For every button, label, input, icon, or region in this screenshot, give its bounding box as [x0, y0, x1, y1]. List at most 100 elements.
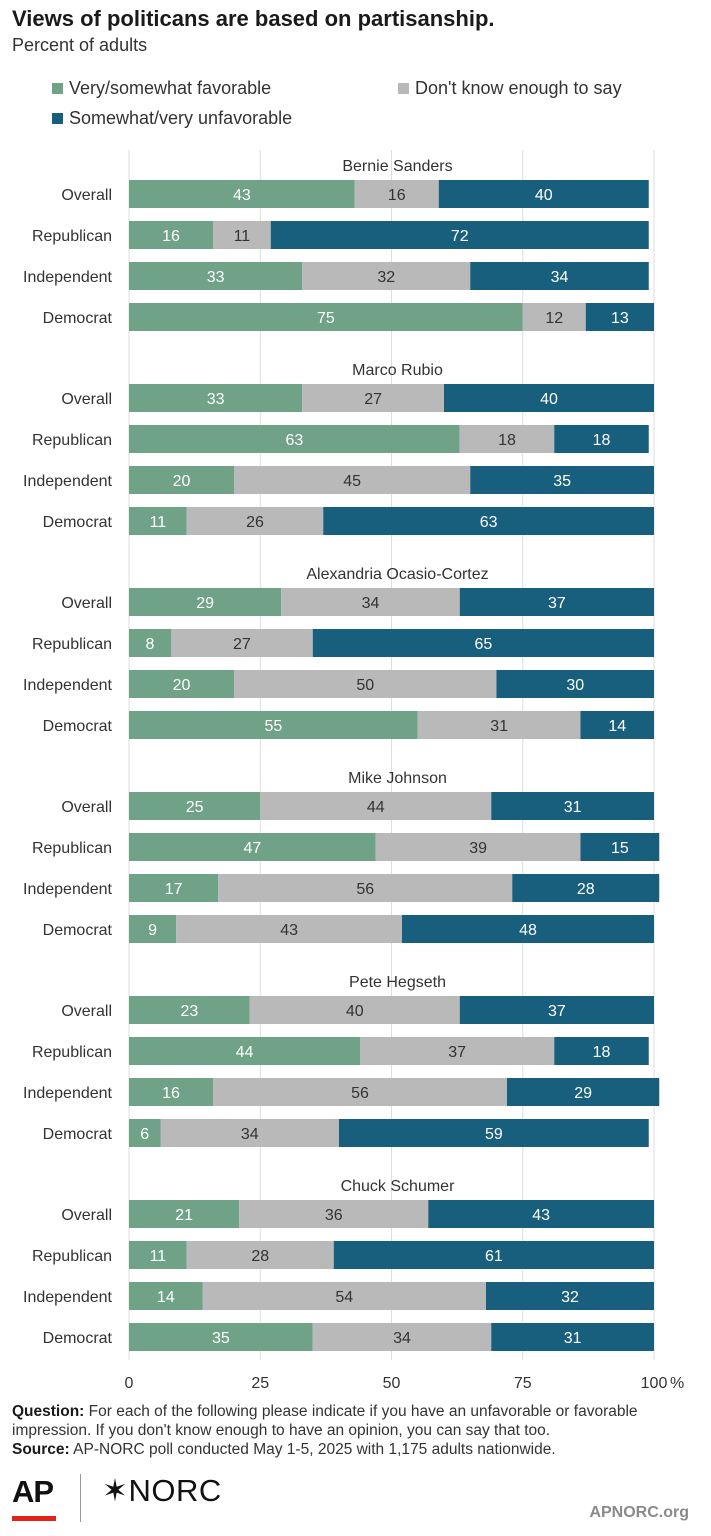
bar-segment	[491, 1323, 654, 1351]
bar-segment	[202, 1282, 486, 1310]
bar-segment	[507, 1078, 660, 1106]
bar-segment	[444, 384, 654, 412]
bar-segment	[129, 629, 171, 657]
row-label: Democrat	[43, 718, 113, 735]
bar-segment	[234, 466, 471, 494]
bar-segment	[129, 915, 177, 943]
bar-segment	[585, 303, 654, 331]
bar-segment	[129, 1282, 203, 1310]
legend-dont-know: Don't know enough to say	[398, 78, 622, 99]
data-label: 34	[241, 1126, 259, 1143]
source-text: AP-NORC poll conducted May 1-5, 2025 wit…	[73, 1441, 556, 1458]
bar-segment	[302, 384, 444, 412]
data-label: 27	[364, 391, 382, 408]
bar-segment	[129, 874, 219, 902]
ap-logo-bar	[12, 1516, 56, 1521]
chart-subtitle: Percent of adults	[12, 35, 148, 55]
data-label: 32	[377, 269, 395, 286]
bar-segment	[129, 466, 234, 494]
data-label: 13	[611, 310, 629, 327]
bar-segment	[491, 792, 654, 820]
row-label: Overall	[61, 1207, 112, 1224]
data-label: 54	[335, 1289, 353, 1306]
row-label: Independent	[23, 1289, 113, 1306]
bar-segment	[129, 507, 187, 535]
bar-segment	[486, 1282, 654, 1310]
bar-segment	[459, 425, 555, 453]
bar-segment	[218, 874, 513, 902]
question-label: Question:	[12, 1403, 85, 1420]
bar-segment	[129, 425, 460, 453]
data-label: 11	[150, 514, 167, 531]
bar-segment	[333, 1241, 654, 1269]
x-tick-label: 75	[514, 1375, 532, 1392]
group-title: Alexandria Ocasio-Cortez	[306, 566, 488, 583]
data-label: 48	[519, 922, 537, 939]
bar-segment	[129, 180, 355, 208]
data-label: 14	[157, 1289, 175, 1306]
row-label: Overall	[61, 595, 112, 612]
bar-segment	[239, 1200, 429, 1228]
bar-segment	[129, 262, 303, 290]
data-label: 32	[561, 1289, 579, 1306]
data-label: 21	[175, 1207, 193, 1224]
data-label: 63	[285, 432, 303, 449]
legend-favorable: Very/somewhat favorable	[52, 78, 271, 99]
data-label: 75	[317, 310, 335, 327]
bar-segment	[360, 1037, 555, 1065]
bar-segment	[129, 833, 376, 861]
question-text: For each of the following please indicat…	[12, 1403, 638, 1439]
data-label: 40	[535, 187, 553, 204]
legend-swatch-unfavorable	[52, 113, 63, 124]
bar-segment	[160, 1119, 339, 1147]
row-label: Republican	[32, 1248, 112, 1265]
bar-segment	[554, 425, 649, 453]
row-label: Independent	[23, 1085, 113, 1102]
ap-logo: AP	[12, 1474, 54, 1509]
bar-segment	[470, 466, 654, 494]
legend-unfavorable: Somewhat/very unfavorable	[52, 108, 292, 129]
data-label: 15	[611, 840, 629, 857]
stacked-bar-chart: Bernie Sanders Overall 43 16 40 Republican 16 1…	[23, 150, 684, 1392]
data-label: 37	[548, 595, 566, 612]
data-label: 16	[162, 228, 180, 245]
data-label: 56	[356, 881, 374, 898]
data-label: 44	[236, 1044, 254, 1061]
data-label: 8	[146, 636, 155, 653]
data-label: 35	[212, 1330, 230, 1347]
bar-segment	[129, 792, 261, 820]
bar-segment	[312, 1323, 492, 1351]
row-label: Independent	[23, 269, 113, 286]
data-label: 14	[608, 718, 626, 735]
footer-url: APNORC.org	[589, 1504, 689, 1521]
legend-label-favorable: Very/somewhat favorable	[69, 78, 272, 98]
data-label: 40	[346, 1003, 364, 1020]
group-title: Marco Rubio	[352, 362, 443, 379]
group-title: Mike Johnson	[348, 770, 447, 787]
bar-segment	[512, 874, 660, 902]
bar-segment	[234, 670, 497, 698]
bar-segment	[129, 384, 303, 412]
data-label: 18	[498, 432, 516, 449]
bar-segment	[554, 1037, 649, 1065]
data-label: 40	[540, 391, 558, 408]
data-label: 18	[593, 1044, 611, 1061]
row-label: Democrat	[43, 1126, 113, 1143]
data-label: 27	[233, 636, 251, 653]
bar-segment	[302, 262, 471, 290]
group-title: Chuck Schumer	[341, 1178, 455, 1195]
data-label: 31	[564, 1330, 582, 1347]
row-label: Independent	[23, 473, 113, 490]
bar-segment	[129, 670, 234, 698]
bar-segment	[270, 221, 649, 249]
data-label: 35	[553, 473, 571, 490]
bar-segment	[281, 588, 460, 616]
data-label: 18	[593, 432, 611, 449]
data-label: 17	[165, 881, 183, 898]
group-title: Pete Hegseth	[349, 974, 446, 991]
data-label: 12	[545, 310, 563, 327]
row-label: Independent	[23, 677, 113, 694]
x-tick-label: 100	[641, 1375, 668, 1392]
row-label: Republican	[32, 1044, 112, 1061]
bar-segment	[213, 1078, 507, 1106]
